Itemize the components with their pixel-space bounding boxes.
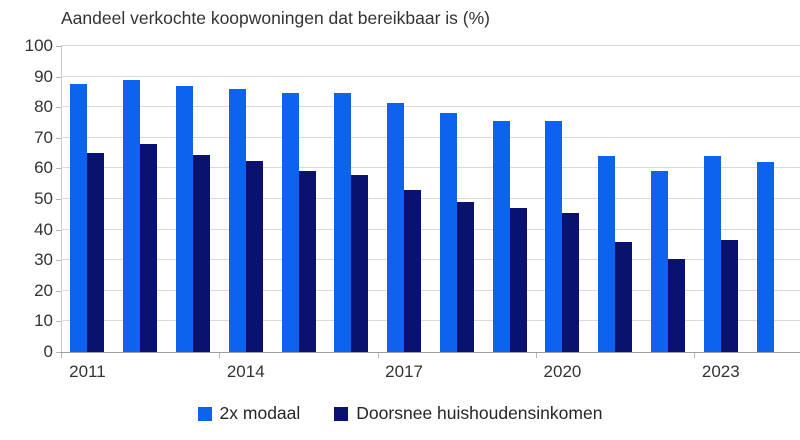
gridline-80 xyxy=(61,106,800,108)
y-tick-mark xyxy=(56,352,61,353)
legend-label: Doorsnee huishoudensinkomen xyxy=(356,403,603,423)
bar-group-2018 xyxy=(431,46,484,352)
y-axis-line xyxy=(61,46,62,353)
bar-2015-2x-modaal xyxy=(281,93,299,352)
gridline-100 xyxy=(61,45,800,46)
gridline-50 xyxy=(61,198,800,199)
gridline-30 xyxy=(61,259,800,261)
y-tick-label-60: 60 xyxy=(34,158,53,178)
bar-2021-doorsnee xyxy=(615,241,633,352)
legend-item-doorsnee-huishoudensinkomen: Doorsnee huishoudensinkomen xyxy=(334,403,602,424)
y-tick-mark xyxy=(56,199,61,200)
bar-2011-doorsnee xyxy=(87,153,105,352)
gridline-70 xyxy=(61,136,800,138)
bar-2012-doorsnee xyxy=(140,143,158,352)
bar-group-2012 xyxy=(114,46,167,352)
y-tick-mark xyxy=(56,137,61,139)
legend-label: 2x modaal xyxy=(219,403,301,423)
gridline-20 xyxy=(61,289,800,291)
plot-area xyxy=(61,45,800,353)
y-tick-mark xyxy=(56,260,61,262)
bar-2021-2x-modaal xyxy=(598,156,616,352)
x-tick-label-2014: 2014 xyxy=(226,362,265,381)
bar-2022-2x-modaal xyxy=(651,171,669,352)
bar-group-2021 xyxy=(589,46,642,352)
bar-2019-doorsnee xyxy=(509,208,527,352)
bar-2011-2x-modaal xyxy=(70,84,88,352)
x-tick-mark xyxy=(694,353,696,358)
gridline-10 xyxy=(61,320,800,322)
bar-group-2014 xyxy=(219,46,272,352)
y-tick-label-80: 80 xyxy=(34,97,53,117)
bar-2023-2x-modaal xyxy=(703,156,721,352)
bar-2013-doorsnee xyxy=(192,154,210,352)
legend-swatch-dark-navy xyxy=(334,406,349,421)
y-tick-label-30: 30 xyxy=(34,250,53,270)
y-tick-mark xyxy=(56,76,61,78)
x-tick-mark xyxy=(61,353,62,358)
x-tick-mark xyxy=(377,353,379,358)
bar-2016-doorsnee xyxy=(351,174,369,352)
bar-group-2013 xyxy=(167,46,220,352)
bar-2014-doorsnee xyxy=(245,160,263,352)
x-tick-label-2020: 2020 xyxy=(543,362,582,381)
x-tick-label-2017: 2017 xyxy=(385,362,424,381)
y-tick-mark xyxy=(56,290,61,292)
legend-swatch-light-blue xyxy=(197,406,212,421)
y-tick-label-90: 90 xyxy=(34,66,53,86)
y-tick-label-50: 50 xyxy=(34,189,53,208)
bar-2024-2x-modaal xyxy=(756,162,774,352)
bar-2018-doorsnee xyxy=(456,202,474,352)
y-tick-mark xyxy=(56,321,61,323)
gridline-60 xyxy=(61,167,800,169)
bar-group-2016 xyxy=(325,46,378,352)
bar-2014-2x-modaal xyxy=(228,88,246,352)
bar-group-2017 xyxy=(378,46,431,352)
bar-group-2019 xyxy=(483,46,536,352)
legend-item-2x-modaal: 2x modaal xyxy=(197,403,301,424)
bar-2019-2x-modaal xyxy=(492,120,510,352)
y-tick-label-100: 100 xyxy=(24,36,53,55)
gridline-90 xyxy=(61,75,800,77)
y-tick-label-70: 70 xyxy=(34,127,53,147)
bar-2022-doorsnee xyxy=(668,258,686,352)
bar-group-2020 xyxy=(536,46,589,352)
bar-2017-2x-modaal xyxy=(387,102,405,352)
y-tick-mark xyxy=(56,46,61,47)
bar-group-2015 xyxy=(272,46,325,352)
y-tick-label-0: 0 xyxy=(43,342,53,361)
bar-2012-2x-modaal xyxy=(123,79,141,352)
bar-2020-doorsnee xyxy=(562,212,580,352)
bar-group-2023 xyxy=(694,46,747,352)
x-tick-mark xyxy=(536,353,538,358)
bar-2018-2x-modaal xyxy=(439,113,457,352)
x-tick-label-2023: 2023 xyxy=(701,362,740,381)
y-tick-mark xyxy=(56,107,61,109)
y-tick-mark xyxy=(56,168,61,170)
bar-group-2022 xyxy=(642,46,695,352)
gridline-40 xyxy=(61,228,800,230)
x-axis-baseline xyxy=(61,352,800,353)
y-tick-label-20: 20 xyxy=(34,280,53,300)
x-tick-mark xyxy=(219,353,221,358)
chart-legend: 2x modaal Doorsnee huishoudensinkomen xyxy=(0,403,800,424)
chart-title: Aandeel verkochte koopwoningen dat berei… xyxy=(61,8,491,28)
bar-2020-2x-modaal xyxy=(545,120,563,352)
y-tick-label-10: 10 xyxy=(34,311,53,331)
bar-2023-doorsnee xyxy=(720,240,738,352)
y-tick-mark xyxy=(56,229,61,231)
x-tick-label-2011: 2011 xyxy=(69,362,106,381)
bar-2015-doorsnee xyxy=(298,171,316,352)
bar-2017-doorsnee xyxy=(404,189,422,352)
bar-group-2024 xyxy=(747,46,800,352)
bar-2013-2x-modaal xyxy=(175,85,193,352)
bar-2016-2x-modaal xyxy=(334,93,352,352)
y-tick-label-40: 40 xyxy=(34,219,53,239)
bar-group-2011 xyxy=(61,46,114,352)
